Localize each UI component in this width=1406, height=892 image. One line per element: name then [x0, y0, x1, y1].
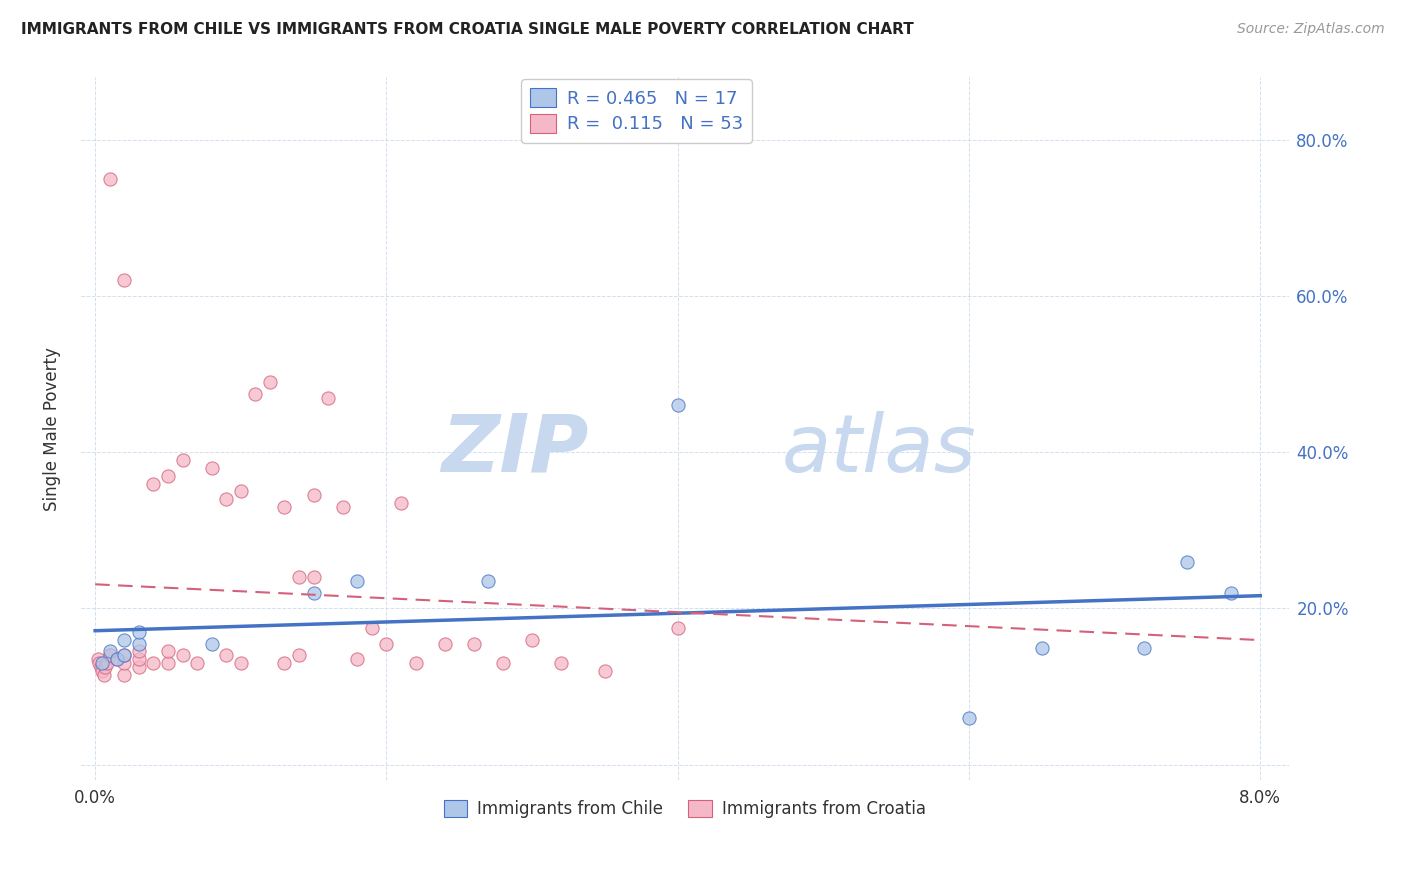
Point [96, 656, 118, 670]
Point [172, 453, 194, 467]
Point [156, 656, 179, 670]
Point [433, 637, 456, 651]
Point [520, 632, 543, 647]
Point [98, 648, 121, 663]
Point [112, 648, 135, 663]
Point [259, 375, 281, 389]
Text: IMMIGRANTS FROM CHILE VS IMMIGRANTS FROM CROATIA SINGLE MALE POVERTY CORRELATION: IMMIGRANTS FROM CHILE VS IMMIGRANTS FROM… [21, 22, 914, 37]
Point [1031, 640, 1053, 655]
Point [1177, 555, 1199, 569]
Point [666, 399, 689, 413]
Point [201, 637, 224, 651]
Point [98, 648, 121, 663]
Point [273, 656, 295, 670]
Point [1132, 640, 1154, 655]
Point [405, 656, 427, 670]
Point [550, 656, 572, 670]
Point [156, 644, 179, 658]
Point [98, 644, 121, 658]
Y-axis label: Single Male Poverty: Single Male Poverty [44, 347, 60, 511]
Point [245, 386, 267, 401]
Point [389, 496, 412, 510]
Point [128, 644, 150, 658]
Point [112, 656, 135, 670]
Text: Source: ZipAtlas.com: Source: ZipAtlas.com [1237, 22, 1385, 37]
Point [128, 660, 150, 674]
Point [332, 500, 354, 514]
Point [90, 660, 112, 674]
Point [98, 172, 121, 186]
Point [128, 637, 150, 651]
Point [273, 500, 295, 514]
Point [666, 621, 689, 635]
Point [94, 660, 117, 674]
Point [360, 621, 382, 635]
Point [302, 570, 325, 584]
Point [112, 632, 135, 647]
Point [229, 484, 252, 499]
Point [142, 656, 165, 670]
Point [288, 570, 311, 584]
Point [105, 652, 128, 666]
Point [492, 656, 515, 670]
Point [229, 656, 252, 670]
Point [346, 574, 368, 589]
Point [215, 492, 238, 507]
Point [477, 574, 499, 589]
Point [87, 652, 110, 666]
Legend: Immigrants from Chile, Immigrants from Croatia: Immigrants from Chile, Immigrants from C… [437, 793, 932, 825]
Point [112, 648, 135, 663]
Point [128, 652, 150, 666]
Point [105, 652, 128, 666]
Point [288, 648, 311, 663]
Text: atlas: atlas [782, 411, 976, 489]
Point [91, 664, 114, 678]
Point [93, 668, 115, 682]
Point [375, 637, 398, 651]
Point [172, 648, 194, 663]
Point [112, 668, 135, 682]
Point [112, 273, 135, 287]
Point [302, 586, 325, 600]
Point [91, 656, 114, 670]
Point [1220, 586, 1243, 600]
Point [156, 468, 179, 483]
Point [463, 637, 485, 651]
Text: ZIP: ZIP [441, 411, 588, 489]
Point [593, 664, 616, 678]
Point [201, 461, 224, 475]
Point [89, 656, 111, 670]
Point [186, 656, 208, 670]
Point [346, 652, 368, 666]
Point [316, 391, 339, 405]
Point [957, 711, 980, 725]
Point [302, 488, 325, 502]
Point [142, 476, 165, 491]
Point [128, 624, 150, 639]
Point [215, 648, 238, 663]
